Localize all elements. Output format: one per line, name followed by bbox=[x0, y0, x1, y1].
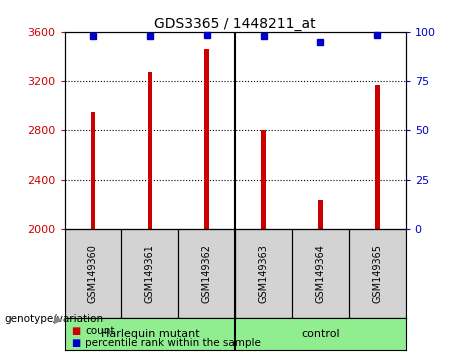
Bar bbox=[204, 49, 209, 229]
Text: count: count bbox=[85, 326, 115, 336]
Bar bbox=[65, 229, 121, 318]
Text: ▶: ▶ bbox=[54, 314, 63, 324]
Bar bbox=[235, 229, 292, 318]
Text: GSM149363: GSM149363 bbox=[259, 244, 269, 303]
Text: ■: ■ bbox=[71, 338, 81, 348]
Bar bbox=[349, 229, 406, 318]
Text: GSM149361: GSM149361 bbox=[145, 244, 155, 303]
Text: control: control bbox=[301, 329, 340, 339]
Bar bbox=[121, 229, 178, 318]
Title: GDS3365 / 1448211_at: GDS3365 / 1448211_at bbox=[154, 17, 316, 31]
Text: genotype/variation: genotype/variation bbox=[5, 314, 104, 324]
Text: ■: ■ bbox=[71, 326, 81, 336]
Text: GSM149360: GSM149360 bbox=[88, 244, 98, 303]
Bar bbox=[178, 229, 235, 318]
Text: GSM149365: GSM149365 bbox=[372, 244, 382, 303]
Text: GSM149362: GSM149362 bbox=[201, 244, 212, 303]
Text: GSM149364: GSM149364 bbox=[315, 244, 325, 303]
Text: percentile rank within the sample: percentile rank within the sample bbox=[85, 338, 261, 348]
Bar bbox=[148, 73, 152, 229]
Bar bbox=[375, 85, 379, 229]
Bar bbox=[91, 112, 95, 229]
Bar bbox=[318, 200, 323, 229]
Bar bbox=[292, 229, 349, 318]
Bar bbox=[261, 130, 266, 229]
Text: Harlequin mutant: Harlequin mutant bbox=[100, 329, 199, 339]
